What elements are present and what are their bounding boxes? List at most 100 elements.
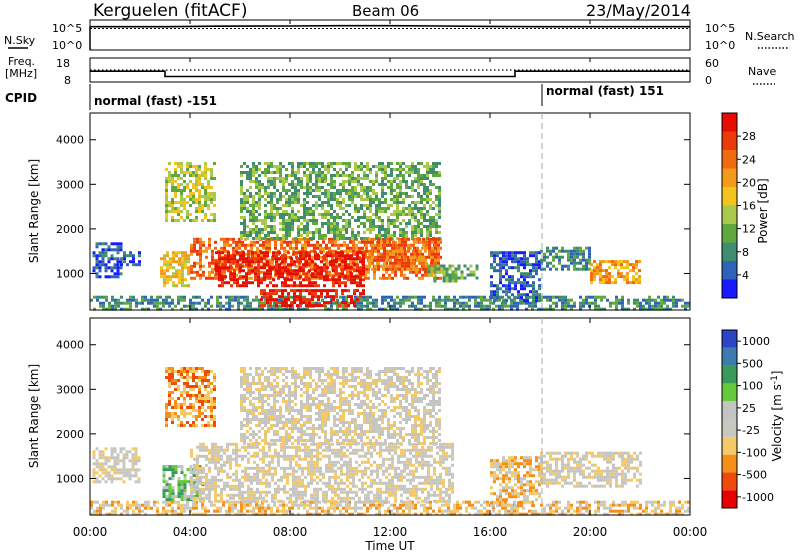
power-cell	[511, 293, 514, 297]
vel-cell	[162, 480, 166, 484]
power-cell	[460, 273, 464, 277]
power-cell	[339, 201, 342, 204]
vel-cell	[636, 500, 639, 504]
power-cell	[396, 207, 399, 210]
vel-cell	[360, 512, 363, 516]
power-cell	[330, 216, 333, 219]
power-cell	[183, 204, 186, 207]
vel-cell	[279, 509, 282, 513]
power-cell	[321, 216, 324, 219]
vel-cell	[125, 474, 129, 478]
vel-cell	[186, 503, 189, 507]
power-cell	[353, 281, 356, 285]
power-cell	[453, 307, 456, 311]
power-cell	[474, 301, 477, 305]
power-cell	[502, 254, 505, 258]
power-cell	[597, 295, 600, 299]
power-cell	[174, 304, 177, 308]
power-cell	[399, 183, 402, 186]
vel-cell	[165, 509, 168, 513]
vel-cell	[116, 459, 120, 463]
power-cell	[345, 168, 348, 171]
power-cell	[278, 289, 281, 293]
vel-cell	[183, 388, 186, 391]
power-cell	[474, 298, 477, 302]
power-cell	[378, 219, 381, 222]
vel-cell	[198, 379, 201, 382]
power-cell	[269, 275, 272, 279]
power-cell	[456, 301, 459, 305]
power-cell	[373, 243, 376, 247]
power-cell	[261, 219, 264, 222]
power-cell	[243, 307, 246, 311]
power-cell	[201, 171, 204, 174]
power-cell	[366, 216, 369, 219]
vel-cell	[98, 480, 102, 484]
vel-cell	[558, 506, 561, 510]
vel-cell	[438, 509, 441, 513]
power-cell	[165, 186, 168, 189]
power-cell	[211, 255, 214, 259]
vel-cell	[531, 512, 534, 516]
power-cell	[199, 240, 202, 244]
power-cell	[165, 183, 168, 186]
power-cell	[201, 307, 204, 311]
power-cell	[285, 213, 288, 216]
power-cell	[429, 228, 432, 231]
vel-cell	[480, 512, 483, 516]
power-cell	[240, 192, 243, 195]
power-cell	[297, 219, 300, 222]
power-cell	[349, 258, 352, 262]
vel-cell	[195, 376, 198, 379]
vel-cell	[113, 462, 117, 466]
power-cell	[651, 298, 654, 302]
power-cell	[356, 254, 359, 258]
power-cell	[490, 266, 493, 270]
power-cell	[336, 307, 339, 311]
power-cell	[306, 210, 309, 213]
vel-cell	[101, 471, 105, 475]
vel-cell	[315, 509, 318, 513]
power-cell	[300, 186, 303, 189]
power-cell	[300, 177, 303, 180]
power-cell	[336, 201, 339, 204]
power-cell	[193, 261, 196, 265]
power-cell	[344, 275, 347, 279]
power-cell	[272, 251, 275, 255]
power-cell	[579, 246, 582, 250]
power-cell	[543, 258, 546, 262]
power-cell	[114, 301, 117, 305]
power-cell	[92, 269, 96, 273]
power-colorbar-segment	[722, 279, 737, 298]
power-cell	[129, 304, 132, 308]
power-cell	[183, 186, 186, 189]
power-cell	[310, 264, 313, 268]
power-cell	[198, 180, 201, 183]
power-cell	[147, 307, 150, 311]
power-cell	[402, 198, 405, 201]
power-cell	[429, 222, 432, 225]
power-cell	[532, 251, 535, 255]
vel-cell	[387, 506, 390, 510]
power-cell	[437, 255, 440, 259]
power-cell	[617, 260, 620, 264]
power-cell	[168, 295, 171, 299]
power-cell	[357, 301, 360, 305]
power-cell	[357, 210, 360, 213]
power-cell	[174, 195, 177, 198]
power-cell	[573, 258, 576, 262]
power-cell	[411, 231, 414, 234]
power-cell	[356, 275, 359, 279]
vel-cell	[116, 468, 120, 472]
power-cell	[596, 263, 599, 267]
power-cell	[264, 186, 267, 189]
power-cell	[303, 213, 306, 216]
vel-cell	[468, 512, 471, 516]
power-cell	[396, 177, 399, 180]
power-cell	[325, 270, 328, 274]
vel-cell	[678, 512, 681, 516]
power-cell	[363, 165, 366, 168]
power-cell	[291, 198, 294, 201]
power-cell	[264, 234, 267, 237]
power-cell	[247, 249, 250, 253]
